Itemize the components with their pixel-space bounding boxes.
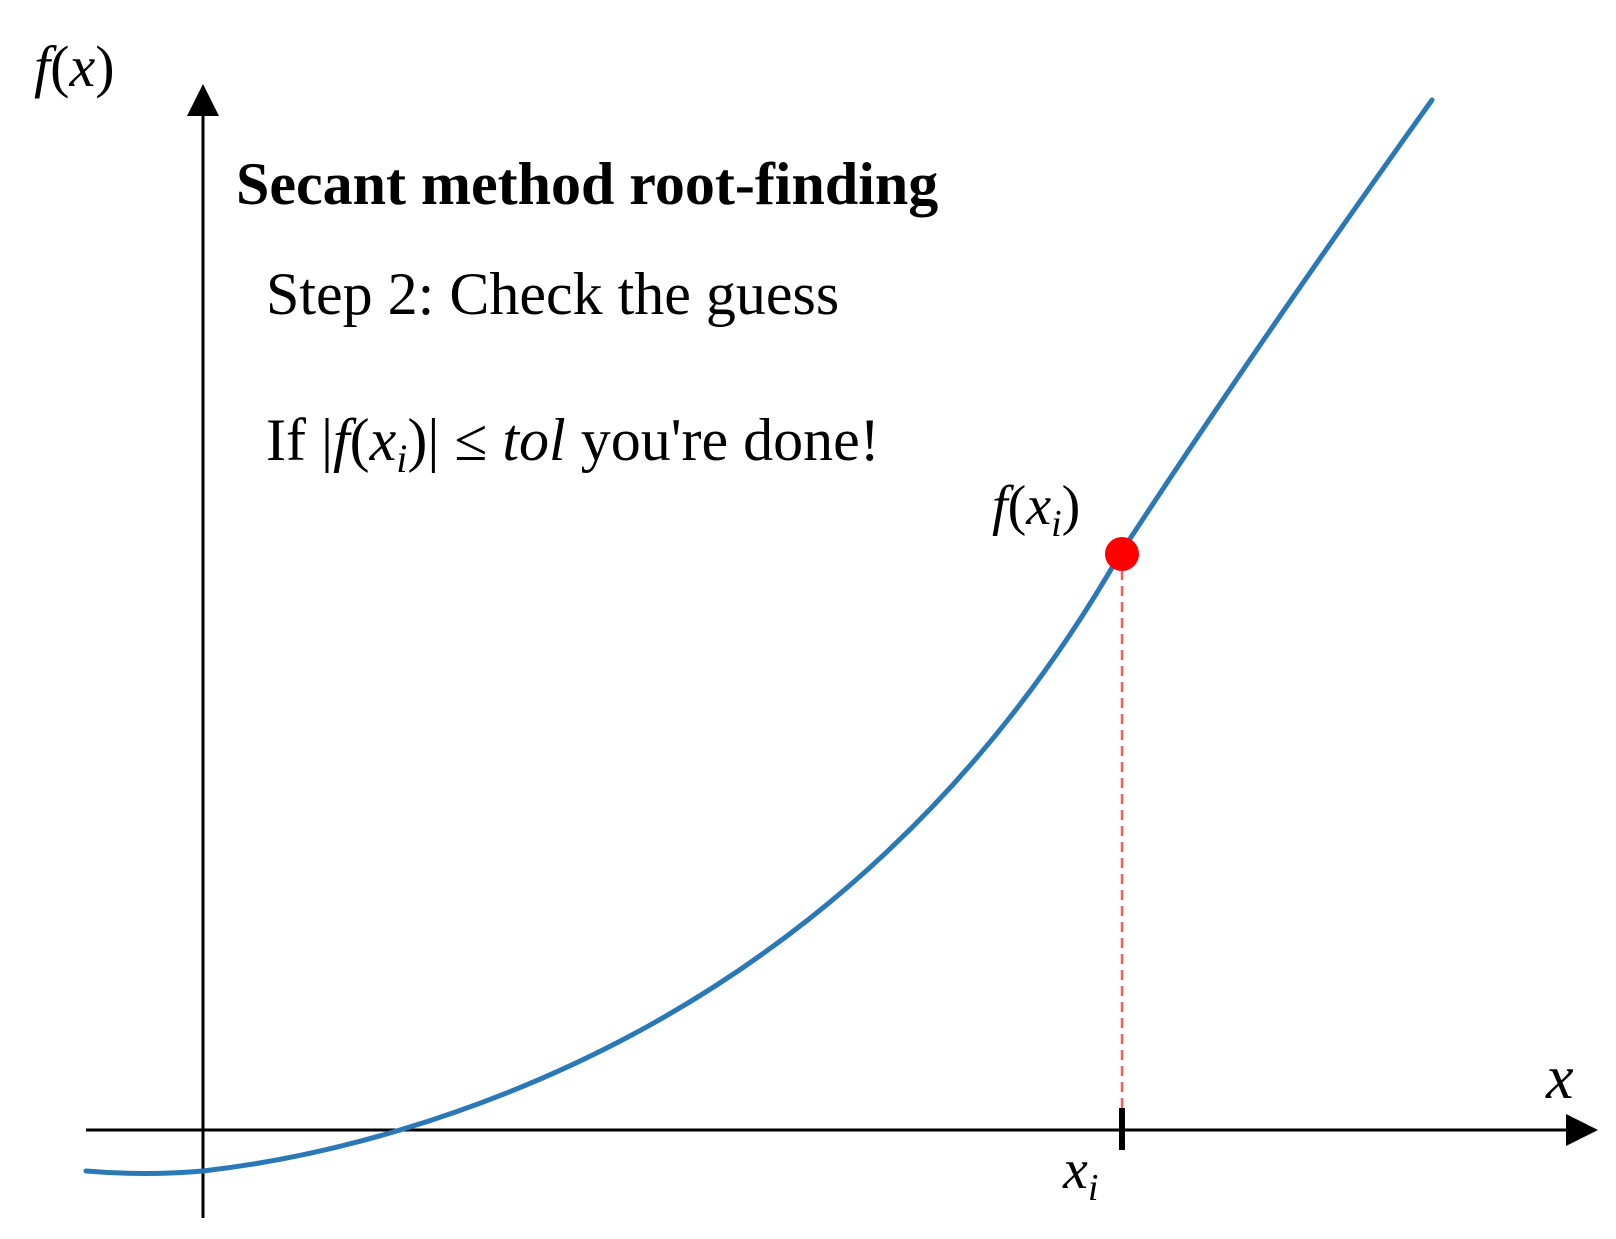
function-curve [83,97,1435,1176]
x-axis-arrowhead [1566,1114,1598,1146]
y-axis-arrowhead [187,84,219,116]
stopping-condition: If |f(xi)| ≤ tol you're done! [266,407,880,481]
guess-point [1105,537,1139,571]
diagram-title: Secant method root-finding [236,151,938,217]
step-text: Step 2: Check the guess [266,261,839,327]
x-axis-label: x [1545,1044,1574,1112]
point-label: f(xi) [992,475,1080,545]
y-axis-label: f(x) [34,34,115,99]
xi-tick-label: xi [1062,1139,1098,1209]
